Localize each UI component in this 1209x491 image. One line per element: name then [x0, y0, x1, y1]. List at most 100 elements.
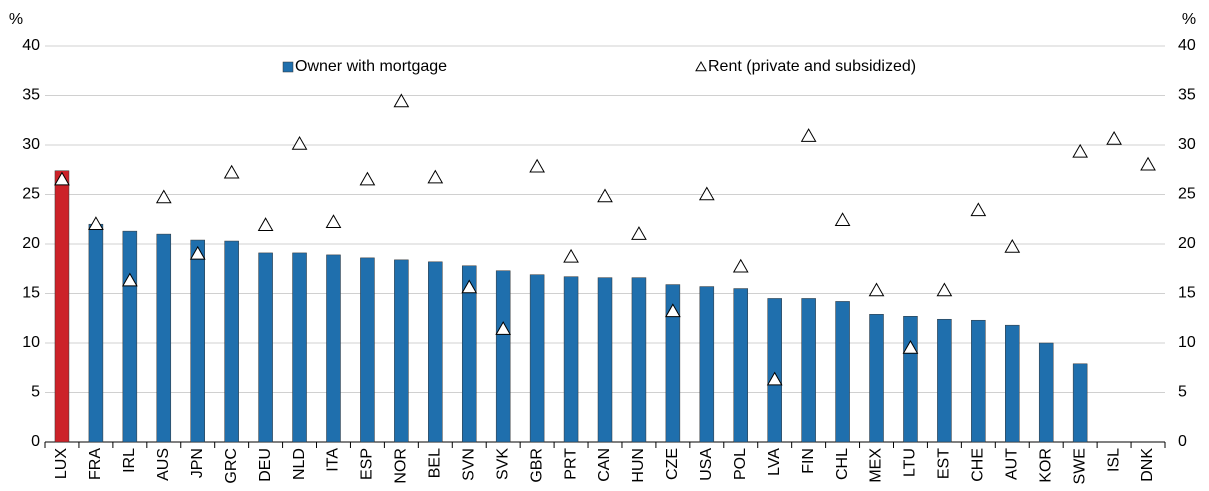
bar	[631, 277, 647, 443]
marker	[597, 188, 613, 203]
bar	[326, 254, 341, 443]
y-tick-label: 20	[22, 235, 40, 252]
x-tick-label: POL	[732, 448, 749, 480]
marker	[189, 245, 206, 260]
marker	[325, 214, 342, 228]
bar	[937, 318, 952, 443]
x-tick-label: FRA	[87, 448, 104, 480]
y-tick-label: 35	[22, 87, 40, 104]
marker	[834, 212, 851, 226]
x-tick-label: CHL	[834, 448, 851, 480]
x-tick-label: KOR	[1037, 448, 1054, 483]
bar	[767, 298, 782, 443]
y-tick-label: 5	[31, 384, 40, 401]
marker	[936, 282, 953, 297]
y2-tick-label: 5	[1178, 384, 1187, 401]
y-axis-label: %	[9, 11, 23, 28]
marker	[1106, 131, 1122, 145]
y2-tick-label: 40	[1178, 37, 1196, 54]
y-tick-label: 40	[22, 37, 40, 54]
x-tick-label: AUT	[1003, 448, 1020, 480]
y2-tick-label: 25	[1178, 186, 1196, 203]
marker	[698, 186, 715, 201]
bar	[563, 276, 579, 443]
bar	[869, 314, 884, 443]
bar	[1005, 324, 1020, 443]
marker	[121, 272, 138, 287]
x-tick-label: ESP	[359, 448, 376, 480]
legend-swatch	[695, 60, 707, 72]
x-tick-label: DEU	[257, 448, 274, 482]
marker	[393, 93, 410, 108]
bar	[122, 230, 138, 443]
marker	[868, 282, 885, 297]
bar	[801, 298, 816, 443]
y2-tick-label: 30	[1178, 136, 1196, 153]
legend-label: Rent (private and subsidized)	[708, 58, 916, 75]
x-tick-label: NLD	[291, 448, 308, 480]
marker	[563, 248, 579, 263]
x-tick-label: MEX	[868, 448, 885, 483]
y2-tick-label: 35	[1178, 87, 1196, 104]
y-tick-label: 10	[22, 334, 40, 351]
bar	[597, 277, 613, 443]
x-tick-label: EST	[936, 448, 953, 479]
x-tick-label: NOR	[393, 448, 410, 484]
bar	[394, 259, 409, 443]
marker	[732, 258, 749, 273]
x-tick-label: USA	[698, 448, 715, 481]
marker	[665, 303, 681, 318]
x-tick-label: ISL	[1105, 448, 1122, 472]
marker	[54, 171, 70, 186]
bar	[54, 170, 70, 443]
x-tick-label: SVN	[460, 448, 477, 481]
y2-tick-label: 15	[1178, 285, 1196, 302]
x-tick-label: IRL	[121, 448, 138, 473]
x-tick-label: FIN	[800, 448, 817, 474]
bar	[699, 286, 715, 443]
marker	[766, 371, 783, 386]
bar	[428, 261, 443, 443]
x-tick-label: SWE	[1071, 448, 1088, 484]
bar	[292, 252, 307, 443]
bar	[360, 257, 375, 443]
y2-tick-label: 20	[1178, 235, 1196, 252]
marker	[1140, 156, 1156, 171]
legend-label: Owner with mortgage	[295, 58, 447, 75]
x-tick-label: DNK	[1139, 448, 1156, 482]
marker	[461, 279, 478, 294]
x-tick-label: LUX	[53, 448, 70, 479]
legend-swatch	[282, 61, 294, 73]
marker	[902, 339, 919, 354]
bar	[495, 270, 511, 443]
x-tick-label: BEL	[427, 448, 444, 478]
x-tick-label: GRC	[223, 448, 240, 484]
bar	[529, 274, 545, 443]
marker	[223, 164, 240, 179]
bar	[156, 233, 172, 443]
y-tick-label: 0	[31, 433, 40, 450]
marker	[359, 171, 376, 186]
x-tick-label: AUS	[155, 448, 172, 481]
marker	[291, 136, 308, 150]
bar	[971, 319, 986, 443]
marker	[495, 321, 512, 335]
y-tick-label: 30	[22, 136, 40, 153]
marker	[1004, 238, 1021, 253]
marker	[631, 226, 647, 240]
x-tick-label: PRT	[562, 448, 579, 480]
bar	[224, 240, 239, 443]
bar	[903, 316, 918, 443]
bar	[665, 284, 681, 443]
x-tick-label: SVK	[494, 448, 511, 480]
y2-tick-label: 0	[1178, 433, 1187, 450]
x-tick-label: GBR	[528, 448, 545, 483]
bar	[190, 239, 205, 443]
x-tick-label: ITA	[325, 448, 342, 472]
bar	[88, 223, 104, 443]
y-tick-label: 25	[22, 186, 40, 203]
marker	[257, 217, 274, 231]
marker	[427, 169, 444, 184]
y2-axis-label: %	[1182, 11, 1196, 28]
